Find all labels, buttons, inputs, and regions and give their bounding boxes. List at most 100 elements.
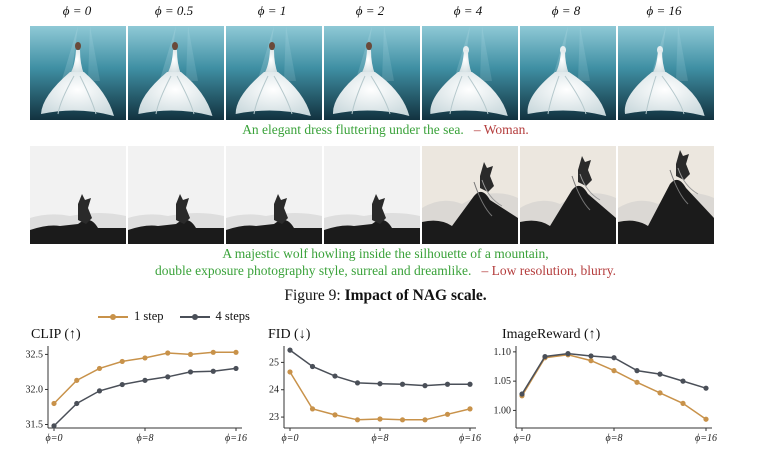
y-tick-label: 23 [269,412,279,423]
dress-image [324,26,420,120]
data-point [309,363,316,370]
data-point [142,377,148,383]
clip-chart-title: CLIP (↑) [31,327,81,342]
phi-label: ϕ = 1 [257,3,287,18]
data-point [422,417,428,423]
phi-label: ϕ = 0.5 [154,3,194,18]
x-tick-label: ϕ=0 [282,433,299,444]
y-tick-label: 1.00 [494,405,512,416]
data-point [399,417,406,423]
dress-image [226,26,322,120]
y-tick-label: 25 [269,357,279,368]
data-point [187,369,194,375]
dress-image [30,26,126,120]
x-tick-label: ϕ=16 [225,433,247,444]
data-point [309,406,316,412]
data-point [680,378,686,384]
series-line [289,371,471,421]
data-point [467,406,473,412]
wolf-caption-line1: A majestic wolf howling inside the silho… [0,246,771,262]
data-point [657,390,663,396]
figure-number: Figure 9: [284,287,341,304]
data-point [565,351,571,357]
y-tick-label: 1.05 [494,376,512,387]
phi-label: ϕ = 8 [551,3,581,18]
wolf-image [226,146,322,244]
phi-label: ϕ = 0 [62,3,92,18]
data-point [422,383,428,389]
data-point [703,416,709,422]
data-point [703,385,709,391]
dress-image [128,26,224,120]
data-point [96,365,103,372]
wolf-image [422,146,518,244]
dress-prompt: An elegant dress fluttering under the se… [242,122,464,137]
data-point [51,400,57,407]
legend-swatch-4steps [179,313,210,320]
legend-label: 4 steps [215,309,250,323]
data-point [210,368,216,374]
series-line [521,354,707,420]
data-point [233,365,239,372]
data-point [657,371,663,377]
data-point [287,347,293,353]
data-point [377,416,383,422]
x-tick-label: ϕ=8 [606,433,623,444]
series-line [289,349,470,387]
data-point [377,381,383,387]
series-line [53,367,237,427]
x-tick-label: ϕ=16 [695,433,717,444]
wolf-image [520,146,616,244]
imagereward-chart-title: ImageReward (↑) [502,327,601,342]
y-tick-label: 31.5 [26,419,44,430]
figure-title: Figure 9: Impact of NAG scale. [0,287,771,305]
data-point [611,368,617,374]
data-point [354,380,361,386]
data-point [210,349,216,355]
data-point [588,353,594,359]
dress-caption: An elegant dress fluttering under the se… [0,122,771,138]
phi-label: ϕ = 4 [453,3,483,18]
dress-image [520,26,616,120]
data-point [634,379,640,385]
data-point [96,388,103,394]
data-point [119,358,125,365]
x-tick-label: ϕ=8 [137,433,154,444]
data-point [444,381,451,387]
data-point [354,417,361,423]
fid-chart-title: FID (↓) [268,327,311,342]
data-point [119,381,125,388]
data-point [51,423,57,429]
x-tick-label: ϕ=16 [459,433,481,444]
y-tick-label: 24 [269,385,279,396]
legend-label: 1 step [134,309,164,323]
data-point [287,369,293,375]
data-point [680,400,686,406]
wolf-image [30,146,126,244]
x-tick-label: ϕ=0 [46,433,63,444]
wolf-image [128,146,224,244]
data-point [187,351,194,358]
wolf-image [618,146,714,244]
wolf-prompt-line1: A majestic wolf howling inside the silho… [222,246,549,261]
wolf-prompt-line2: double exposure photography style, surre… [154,263,472,278]
data-point [74,377,80,383]
x-tick-label: ϕ=8 [372,433,389,444]
data-point [611,355,617,361]
data-point [399,381,406,387]
data-point [519,391,525,397]
dress-negative: – Woman. [473,122,529,137]
y-tick-label: 1.10 [494,347,512,358]
dress-image [618,26,714,120]
phi-label: ϕ = 2 [355,3,385,18]
data-point [74,400,80,407]
data-point [165,350,171,356]
data-point [233,349,239,355]
data-point [588,358,594,364]
data-point [634,368,640,374]
data-point [332,373,338,379]
wolf-image [324,146,420,244]
y-tick-label: 32.0 [26,384,44,395]
data-point [165,374,171,380]
